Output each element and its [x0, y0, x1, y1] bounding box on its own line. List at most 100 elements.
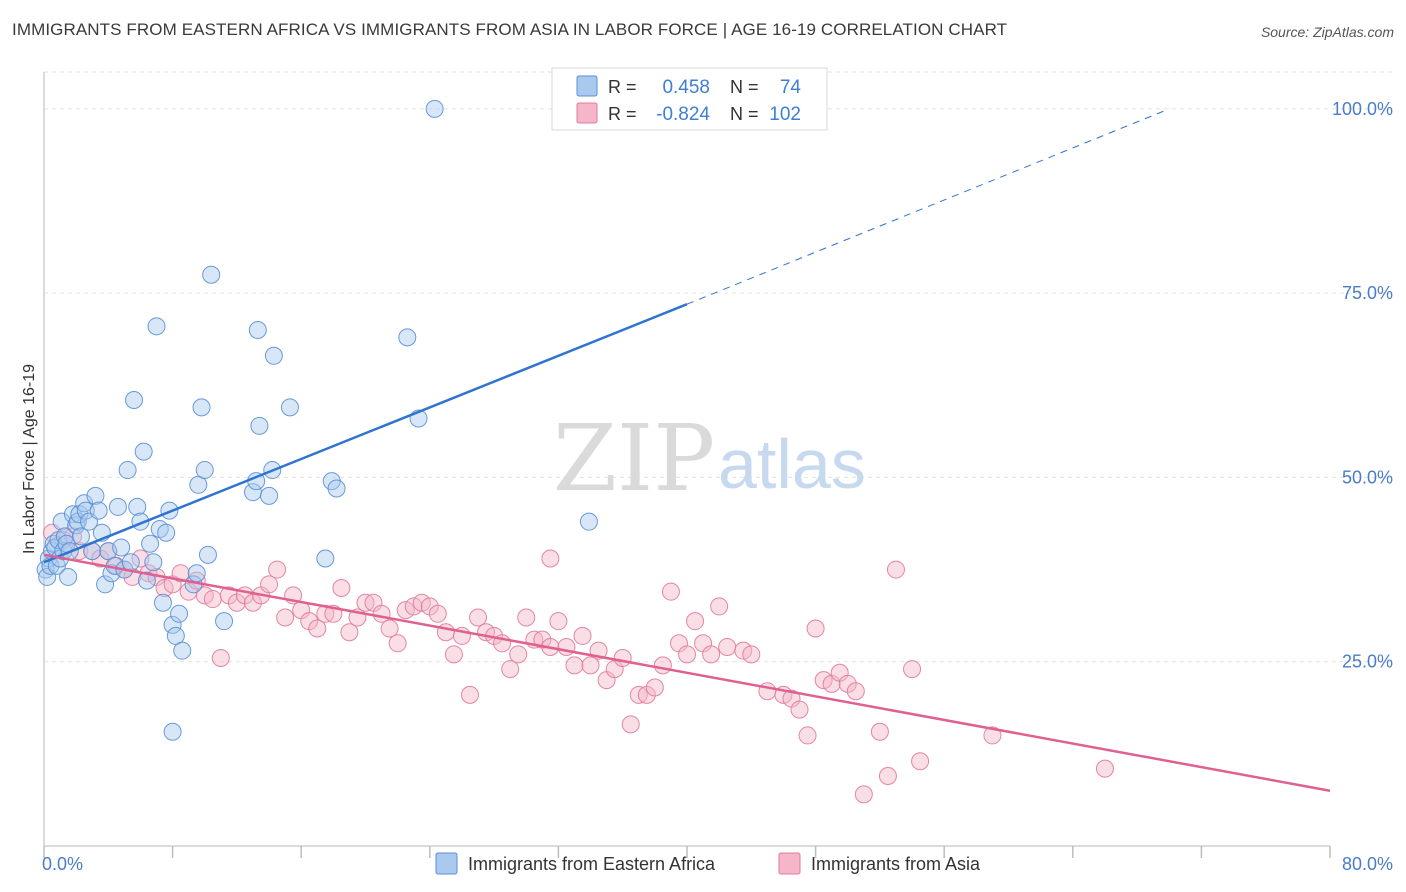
data-point: [340, 623, 359, 642]
data-point: [517, 608, 536, 627]
data-point: [398, 328, 417, 347]
data-point: [661, 582, 680, 601]
data-point: [59, 567, 78, 586]
data-point: [372, 604, 391, 623]
data-point: [112, 538, 131, 557]
data-point: [579, 512, 598, 531]
chart-title: IMMIGRANTS FROM EASTERN AFRICA VS IMMIGR…: [12, 20, 1008, 39]
x-axis-ticks: [43, 846, 1331, 858]
data-point: [878, 766, 897, 785]
data-point: [250, 416, 269, 435]
legend-box: [551, 67, 828, 131]
data-point: [96, 575, 115, 594]
data-point: [645, 678, 664, 697]
data-point: [870, 722, 889, 741]
data-point: [75, 494, 94, 513]
watermark-zip: ZIP: [553, 405, 715, 512]
data-point: [141, 534, 160, 553]
data-point: [170, 604, 189, 623]
data-point: [121, 553, 140, 572]
data-point: [509, 645, 528, 664]
data-point: [332, 579, 351, 597]
data-point: [89, 501, 108, 520]
data-point: [983, 726, 1002, 745]
source-label: Source: ZipAtlas.com: [1260, 24, 1394, 40]
legend-n-value-2: 102: [769, 104, 801, 125]
series-asia-points: [43, 523, 1114, 804]
data-point: [157, 523, 176, 542]
data-point: [846, 682, 865, 701]
data-point: [128, 497, 147, 516]
data-point: [260, 575, 279, 594]
trend-line-eastern-africa: [43, 303, 688, 564]
data-point: [248, 321, 267, 339]
y-tick-label: 25.0%: [1342, 652, 1393, 672]
data-point: [192, 398, 211, 417]
legend-swatch-pink: [576, 102, 598, 124]
data-point: [147, 317, 166, 336]
series-eastern-africa-points: [36, 99, 598, 741]
data-point: [742, 645, 761, 664]
data-point: [501, 660, 520, 679]
x-tick-label-min: 0.0%: [42, 854, 83, 874]
data-point: [686, 612, 705, 631]
data-point: [718, 637, 737, 656]
data-point: [798, 726, 817, 745]
data-point: [581, 656, 600, 675]
data-point: [195, 461, 214, 480]
data-point: [55, 527, 74, 546]
trend-line-asia: [43, 553, 1331, 792]
data-point: [549, 612, 568, 631]
data-point: [125, 391, 144, 410]
y-axis-label: In Labor Force | Age 16-19: [21, 364, 38, 554]
data-point: [76, 501, 95, 520]
data-point: [388, 634, 407, 653]
data-point: [911, 752, 930, 771]
data-point: [380, 619, 399, 638]
x-tick-label-max: 80.0%: [1342, 854, 1393, 874]
data-point: [469, 608, 488, 627]
y-tick-label: 50.0%: [1342, 467, 1393, 487]
data-point: [137, 571, 156, 590]
data-point: [854, 785, 873, 804]
data-point: [171, 564, 190, 583]
data-point: [678, 645, 696, 664]
bottom-legend-label-eastern-africa: Immigrants from Eastern Africa: [468, 854, 716, 874]
data-point: [653, 656, 672, 675]
legend-swatch-blue: [576, 75, 598, 97]
data-point: [702, 645, 721, 664]
bottom-legend-label-asia: Immigrants from Asia: [811, 854, 981, 874]
correlation-legend: R = 0.458 N = 74 R = -0.824 N = 102: [551, 67, 828, 131]
data-point: [621, 715, 640, 734]
grid-lines: [44, 71, 1392, 663]
data-point: [211, 649, 230, 668]
data-point: [86, 486, 105, 505]
data-point: [198, 545, 217, 564]
data-point: [52, 512, 71, 531]
legend-n-label-2: N =: [730, 104, 759, 124]
legend-n-value-1: 74: [780, 77, 802, 98]
legend-r-value-2: -0.824: [656, 104, 710, 125]
data-point: [308, 619, 327, 638]
data-point: [806, 619, 825, 638]
data-point: [203, 590, 222, 609]
y-tick-label: 75.0%: [1342, 283, 1393, 303]
legend-r-label-2: R =: [608, 104, 637, 124]
data-point: [264, 346, 283, 365]
data-point: [71, 527, 90, 546]
series-legend: Immigrants from Eastern Africa Immigrant…: [435, 852, 981, 875]
trend-lines: [43, 108, 1331, 792]
data-point: [202, 265, 221, 284]
data-point: [1095, 759, 1114, 778]
legend-r-value-1: 0.458: [662, 77, 710, 98]
data-point: [460, 685, 479, 704]
data-point: [613, 649, 632, 668]
y-axis-tick-labels: 25.0% 50.0% 75.0% 100.0%: [1332, 99, 1393, 672]
data-point: [790, 700, 809, 719]
data-point: [215, 612, 234, 631]
data-point: [886, 560, 905, 579]
watermark-atlas: atlas: [718, 425, 866, 503]
data-point: [428, 604, 447, 623]
data-point: [268, 560, 287, 579]
